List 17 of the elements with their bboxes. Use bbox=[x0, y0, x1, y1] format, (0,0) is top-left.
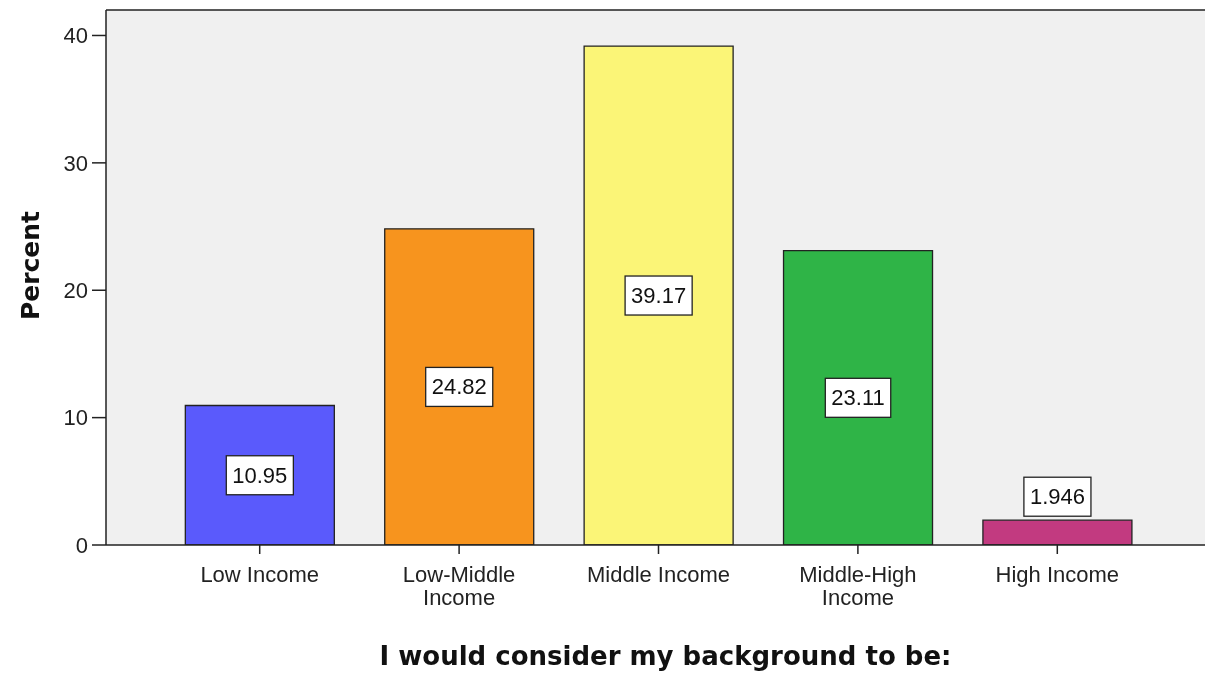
x-tick-label: High Income bbox=[995, 561, 1120, 587]
data-label: 10.95 bbox=[232, 462, 288, 488]
x-tick-label: Middle Income bbox=[586, 561, 731, 587]
y-tick-label: 40 bbox=[63, 23, 88, 49]
y-tick-label: 10 bbox=[63, 405, 88, 431]
x-tick-label: Low Income bbox=[200, 561, 320, 587]
y-tick-label: 0 bbox=[75, 532, 88, 558]
x-axis-title: I would consider my background to be: bbox=[379, 641, 952, 671]
x-tick-label: Middle-High Income bbox=[799, 561, 917, 610]
y-axis-title: Percent bbox=[15, 210, 45, 321]
y-tick-label: 30 bbox=[63, 150, 88, 176]
y-tick-label: 20 bbox=[63, 278, 88, 304]
data-label: 24.82 bbox=[431, 374, 487, 400]
data-label: 23.11 bbox=[831, 385, 885, 411]
data-label: 1.946 bbox=[1029, 484, 1085, 510]
x-tick-label: Low-Middle Income bbox=[402, 561, 516, 610]
data-label: 39.17 bbox=[631, 283, 687, 309]
